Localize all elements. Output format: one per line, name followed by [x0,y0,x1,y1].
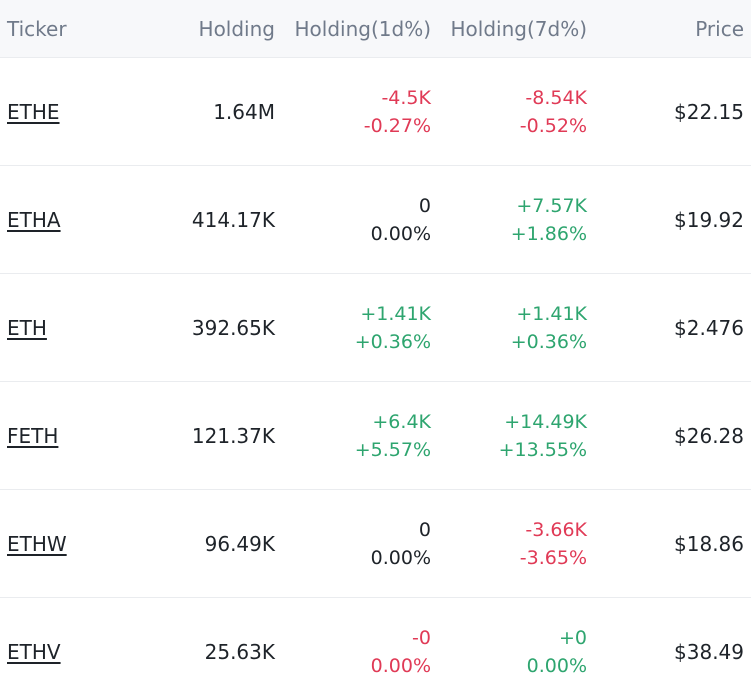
header-holding-7d[interactable]: Holding(7d%) [450,16,587,41]
holding-value: 414.17K [191,207,275,232]
header-holding-1d[interactable]: Holding(1d%) [294,16,431,41]
ticker-link[interactable]: ETHA [7,207,61,232]
ticker-cell: ETHW [0,532,180,556]
holding-value: 121.37K [191,423,275,448]
holding-1d-abs: -4.5K [381,86,431,109]
holding-1d-cell: +1.41K +0.36% [275,300,431,356]
price-value: $38.49 [674,640,744,664]
holding-1d-cell: 0 0.00% [275,516,431,572]
table-header: Ticker Holding Holding(1d%) Holding(7d%)… [0,0,751,58]
holding-7d-abs: -3.66K [525,518,587,541]
holding-7d-cell: +1.41K +0.36% [431,300,587,356]
price-value: $2.476 [674,315,744,340]
holding-value: 96.49K [204,531,275,556]
holding-1d-abs: -0 [412,627,431,649]
holding-7d-pct: +13.55% [498,438,587,461]
table-row[interactable]: ETHE 1.64M -4.5K -0.27% -8.54K -0.52% $22.15 [0,58,751,166]
holding-1d-abs: +1.41K [360,302,431,325]
holding-1d-cell: 0 0.00% [275,192,431,248]
table-row[interactable]: ETHA 414.17K 0 0.00% +7.57K +1.86% $19.92 [0,166,751,274]
holding-1d-pct: +5.57% [354,438,431,461]
ticker-link[interactable]: ETH [7,315,47,340]
holding-value: 25.63K [204,640,275,664]
table-row[interactable]: ETHW 96.49K 0 0.00% -3.66K -3.65% $18.86 [0,490,751,598]
holding-1d-cell: -0 0.00% [275,624,431,680]
price-value: $26.28 [674,423,744,448]
holding-7d-pct: -3.65% [519,546,587,569]
holding-7d-pct: +0.36% [510,330,587,353]
header-price[interactable]: Price [695,16,744,41]
table-row[interactable]: ETHV 25.63K -0 0.00% +0 0.00% $38.49 [0,598,751,688]
holding-7d-abs: +7.57K [516,194,587,217]
holding-7d-cell: -3.66K -3.65% [431,516,587,572]
holding-7d-abs: -8.54K [525,86,587,109]
holding-1d-abs: 0 [418,194,431,217]
table-row[interactable]: ETH 392.65K +1.41K +0.36% +1.41K +0.36% $2.476 [0,274,751,382]
holding-7d-cell: +14.49K +13.55% [431,408,587,464]
holding-1d-pct: 0.00% [370,546,431,569]
ticker-link[interactable]: FETH [7,423,59,448]
header-holding[interactable]: Holding [198,16,275,41]
table-row[interactable]: FETH 121.37K +6.4K +5.57% +14.49K +13.55% $26.… [0,382,751,490]
ticker-link[interactable]: ETHV [7,640,61,664]
ticker-cell: ETHE [0,100,180,124]
holding-1d-pct: +0.36% [354,330,431,353]
holding-7d-pct: -0.52% [519,114,587,137]
holding-1d-cell: +6.4K +5.57% [275,408,431,464]
holding-1d-abs: +6.4K [372,410,431,433]
holding-7d-abs: +14.49K [504,410,587,433]
holding-7d-cell: +7.57K +1.86% [431,192,587,248]
holding-value: 392.65K [191,315,275,340]
ticker-cell: ETHA [0,208,180,232]
ticker-cell: ETHV [0,640,180,664]
holding-7d-pct: 0.00% [526,655,587,677]
holding-value: 1.64M [213,99,275,124]
ticker-cell: ETH [0,316,180,340]
holding-1d-cell: -4.5K -0.27% [275,84,431,140]
header-ticker[interactable]: Ticker [7,16,67,41]
ticker-link[interactable]: ETHW [7,531,67,556]
ticker-cell: FETH [0,424,180,448]
holding-7d-cell: -8.54K -0.52% [431,84,587,140]
holding-7d-cell: +0 0.00% [431,624,587,680]
holding-1d-pct: -0.27% [363,114,431,137]
holding-7d-abs: +1.41K [516,302,587,325]
holding-1d-pct: 0.00% [370,222,431,245]
price-value: $19.92 [674,207,744,232]
price-value: $22.15 [674,99,744,124]
holding-1d-abs: 0 [418,518,431,541]
table-body: ETHE 1.64M -4.5K -0.27% -8.54K -0.52% $22.15 ET… [0,58,751,688]
holding-7d-abs: +0 [558,627,587,649]
holding-1d-pct: 0.00% [370,655,431,677]
holding-7d-pct: +1.86% [510,222,587,245]
price-value: $18.86 [674,531,744,556]
ticker-link[interactable]: ETHE [7,99,60,124]
